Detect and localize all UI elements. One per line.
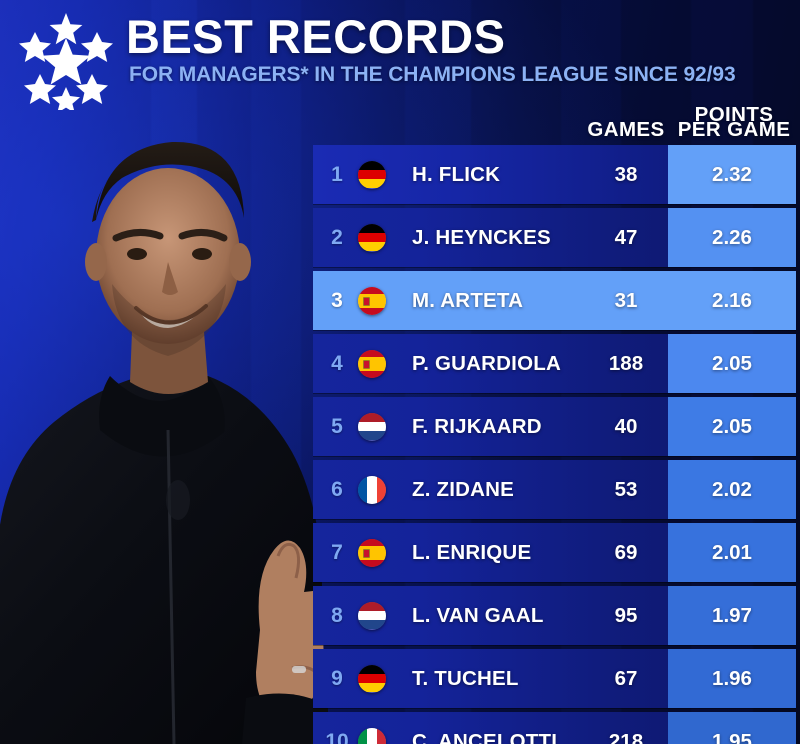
ppg-cell: 2.05 [668,397,796,456]
flag-germany-icon [358,223,386,252]
ppg-cell: 2.02 [668,460,796,519]
manager-name: L. ENRIQUE [412,540,532,564]
flag-spain-icon [358,538,386,567]
manager-photo [0,70,332,744]
ppg-cell: 1.95 [668,712,796,744]
manager-name: J. HEYNCKES [412,225,551,249]
table-row[interactable]: 9 T. TUCHEL 67 1.96 [313,649,796,708]
ppg-value: 2.32 [712,162,752,186]
games-value: 47 [614,225,638,249]
flag-spain-icon [358,349,386,378]
table-row[interactable]: 7 L. ENRIQUE 69 2.01 [313,523,796,582]
manager-name: F. RIJKAARD [412,414,542,438]
champions-league-starball-icon [16,10,116,110]
rank-value: 5 [331,414,343,438]
ppg-value: 2.16 [712,288,752,312]
manager-name: C. ANCELOTTI [412,729,558,744]
rank-value: 8 [331,603,343,627]
header: BEST RECORDS FOR MANAGERS* IN THE CHAMPI… [0,0,800,110]
rank-value: 4 [331,351,343,375]
rank-value: 1 [331,162,343,186]
ppg-cell: 2.05 [668,334,796,393]
ppg-value: 1.96 [712,666,752,690]
manager-name: P. GUARDIOLA [412,351,561,375]
column-header-points-per-game: POINTS PER GAME [672,103,796,141]
table-row[interactable]: 8 L. VAN GAAL 95 1.97 [313,586,796,645]
table-row[interactable]: 6 Z. ZIDANE 53 2.02 [313,460,796,519]
games-value: 95 [614,603,638,627]
table-row[interactable]: 1 H. FLICK 38 2.32 [313,145,796,204]
rank-value: 10 [325,729,349,744]
ppg-value: 2.05 [712,414,752,438]
ppg-value: 1.97 [712,603,752,627]
ppg-cell: 1.96 [668,649,796,708]
ppg-cell: 2.32 [668,145,796,204]
table-row[interactable]: 4 P. GUARDIOLA 188 2.05 [313,334,796,393]
flag-france-icon [358,475,386,504]
ppg-value: 1.95 [712,729,752,744]
rank-value: 7 [331,540,343,564]
table-row[interactable]: 2 J. HEYNCKES 47 2.26 [313,208,796,267]
rank-value: 2 [331,225,343,249]
flag-spain-icon [358,286,386,315]
games-value: 188 [608,351,644,375]
column-header-games: GAMES [587,118,665,141]
rank-value: 6 [331,477,343,501]
ppg-label-line1: POINTS [694,103,774,126]
flag-germany-icon [358,160,386,189]
page-subtitle: FOR MANAGERS* IN THE CHAMPIONS LEAGUE SI… [129,63,736,86]
flag-netherlands-icon [358,412,386,441]
ppg-cell: 2.16 [668,271,796,330]
games-value: 69 [614,540,638,564]
ppg-label-line2: PER GAME [677,118,791,141]
games-value: 40 [614,414,638,438]
games-value: 38 [614,162,638,186]
manager-name: T. TUCHEL [412,666,519,690]
table-row[interactable]: 10 C. ANCELOTTI 218 1.95 [313,712,796,744]
ppg-cell: 2.26 [668,208,796,267]
table-row-highlighted[interactable]: 3 M. ARTETA 31 2.16 [313,271,796,330]
ppg-cell: 2.01 [668,523,796,582]
ppg-value: 2.02 [712,477,752,501]
ppg-value: 2.05 [712,351,752,375]
games-value: 67 [614,666,638,690]
flag-germany-icon [358,664,386,693]
rankings-table: 1 H. FLICK 38 2.32 2 J. HEYNCKES 47 2.26… [313,145,796,744]
page-title: BEST RECORDS [126,10,506,63]
flag-netherlands-icon [358,601,386,630]
flag-italy-icon [358,727,386,744]
manager-name: L. VAN GAAL [412,603,544,627]
rank-value: 9 [331,666,343,690]
manager-name: H. FLICK [412,162,501,186]
games-value: 53 [614,477,638,501]
table-row[interactable]: 5 F. RIJKAARD 40 2.05 [313,397,796,456]
ppg-value: 2.01 [712,540,752,564]
ppg-value: 2.26 [712,225,752,249]
rank-value: 3 [331,288,343,312]
games-value: 218 [608,729,644,744]
manager-name: M. ARTETA [412,288,524,312]
ppg-cell: 1.97 [668,586,796,645]
games-value: 31 [614,288,638,312]
manager-name: Z. ZIDANE [412,477,515,501]
